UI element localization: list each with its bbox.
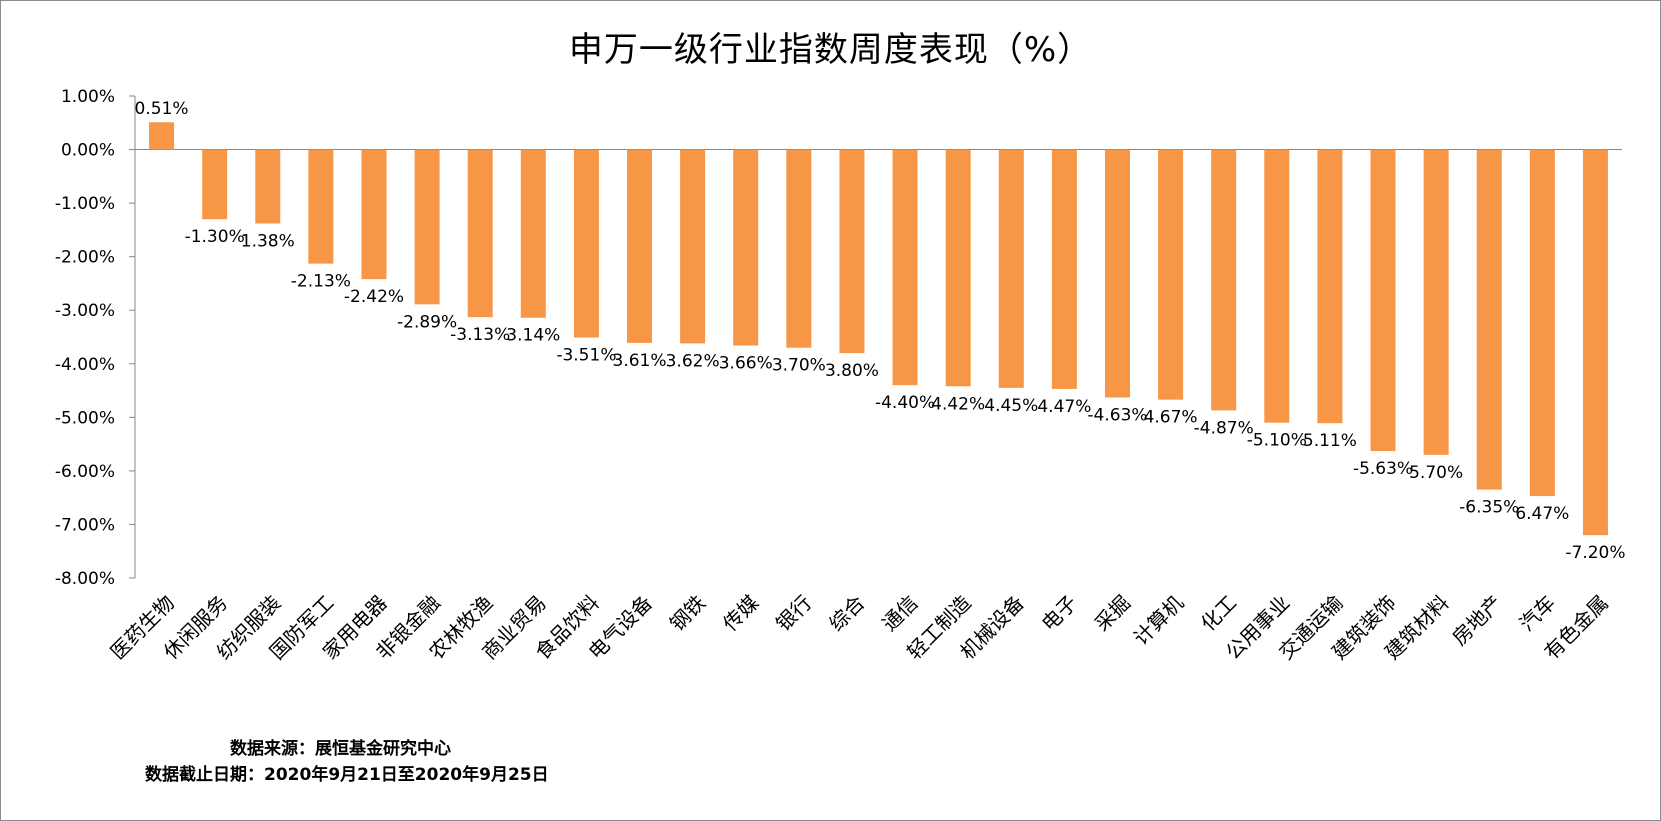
data-label: 3.62% xyxy=(666,351,720,371)
data-label: -6.35% xyxy=(1459,498,1519,518)
bar xyxy=(149,122,175,150)
data-label: -4.40% xyxy=(875,393,935,413)
bar xyxy=(573,149,599,338)
x-axis-categories: 医药生物休闲服务纺织服装国防军工家用电器非银金融农林牧渔商业贸易食品饮料电气设备… xyxy=(106,591,1613,665)
x-category-label: 房地产 xyxy=(1447,591,1506,650)
y-tick-label: -2.00% xyxy=(55,248,115,268)
data-label: 5.11% xyxy=(1303,431,1357,451)
y-tick-label: 0.00% xyxy=(61,141,115,161)
data-label: -2.13% xyxy=(291,272,351,292)
x-category-label: 采掘 xyxy=(1090,591,1135,636)
bar xyxy=(308,149,334,264)
y-axis: 1.00% 0.00% -1.00% -2.00% -3.00% -4.00% -5.00%… xyxy=(55,87,1622,589)
bar xyxy=(1423,149,1449,455)
x-category-label: 电子 xyxy=(1037,591,1082,636)
bar xyxy=(414,149,440,305)
data-label: 4.47% xyxy=(1037,397,1091,417)
bar xyxy=(467,149,493,318)
data-date-range-note: 数据截止日期：2020年9月21日至2020年9月25日 xyxy=(145,765,549,785)
bar xyxy=(627,149,653,343)
data-label: 3.14% xyxy=(506,326,560,346)
data-label: -7.20% xyxy=(1565,543,1625,563)
y-tick-label: -5.00% xyxy=(55,408,115,428)
x-category-label: 综合 xyxy=(824,591,869,636)
data-label: -1.30% xyxy=(185,227,245,247)
bar xyxy=(680,149,706,344)
bar xyxy=(786,149,812,348)
bar xyxy=(520,149,546,318)
x-category-label: 汽车 xyxy=(1515,591,1560,636)
data-label: -3.51% xyxy=(556,346,616,366)
bar xyxy=(202,149,228,220)
bar xyxy=(1158,149,1184,400)
bar xyxy=(1104,149,1130,398)
bar xyxy=(255,149,281,224)
data-label: 3.61% xyxy=(613,351,667,371)
bar xyxy=(361,149,387,280)
x-category-label: 计算机 xyxy=(1129,591,1188,650)
data-label: -3.13% xyxy=(450,325,510,345)
bar xyxy=(1317,149,1343,424)
data-label: -2.89% xyxy=(397,312,457,332)
y-tick-label: -6.00% xyxy=(55,462,115,482)
y-tick-label: -8.00% xyxy=(55,569,115,589)
bar xyxy=(839,149,865,354)
bars xyxy=(149,122,1608,536)
bar xyxy=(1582,149,1608,536)
bar xyxy=(945,149,971,387)
x-category-label: 通信 xyxy=(877,591,922,636)
y-tick-label: -1.00% xyxy=(55,194,115,214)
data-label: 6.47% xyxy=(1515,504,1569,524)
data-label: 4.45% xyxy=(984,396,1038,416)
data-label: 1.38% xyxy=(241,231,295,251)
data-source-note: 数据来源：展恒基金研究中心 xyxy=(230,739,451,759)
data-label: 3.80% xyxy=(825,361,879,381)
data-label: -5.63% xyxy=(1353,459,1413,479)
x-category-label: 钢铁 xyxy=(665,591,710,636)
y-tick-label: -4.00% xyxy=(55,355,115,375)
bar xyxy=(1529,149,1555,497)
data-label: 3.66% xyxy=(719,354,773,374)
value-labels: 0.51% -1.30%1.38% -2.13%-2.42% -2.89%-3.13%… xyxy=(135,99,1626,563)
bar xyxy=(892,149,918,386)
bar xyxy=(1211,149,1237,411)
bar xyxy=(1051,149,1077,389)
x-category-label: 化工 xyxy=(1196,591,1241,636)
data-label: -5.10% xyxy=(1247,431,1307,451)
y-tick-label: -7.00% xyxy=(55,515,115,535)
data-label: -2.42% xyxy=(344,287,404,307)
bar xyxy=(1370,149,1396,452)
x-category-label: 传媒 xyxy=(718,591,763,636)
y-tick-label: -3.00% xyxy=(55,301,115,321)
data-label: 4.67% xyxy=(1144,408,1198,428)
data-label: 0.51% xyxy=(135,99,189,119)
chart-title: 申万一级行业指数周度表现（%） xyxy=(568,30,1093,70)
x-category-label: 银行 xyxy=(771,591,816,636)
data-label: -4.87% xyxy=(1194,418,1254,438)
data-label: 3.70% xyxy=(772,356,826,376)
bar xyxy=(733,149,759,346)
data-label: 5.70% xyxy=(1409,463,1463,483)
bar xyxy=(998,149,1024,388)
data-label: 4.42% xyxy=(931,394,985,414)
y-tick-label: 1.00% xyxy=(61,87,115,107)
bar xyxy=(1264,149,1290,423)
data-label: -4.63% xyxy=(1087,406,1147,426)
bar xyxy=(1476,149,1502,490)
